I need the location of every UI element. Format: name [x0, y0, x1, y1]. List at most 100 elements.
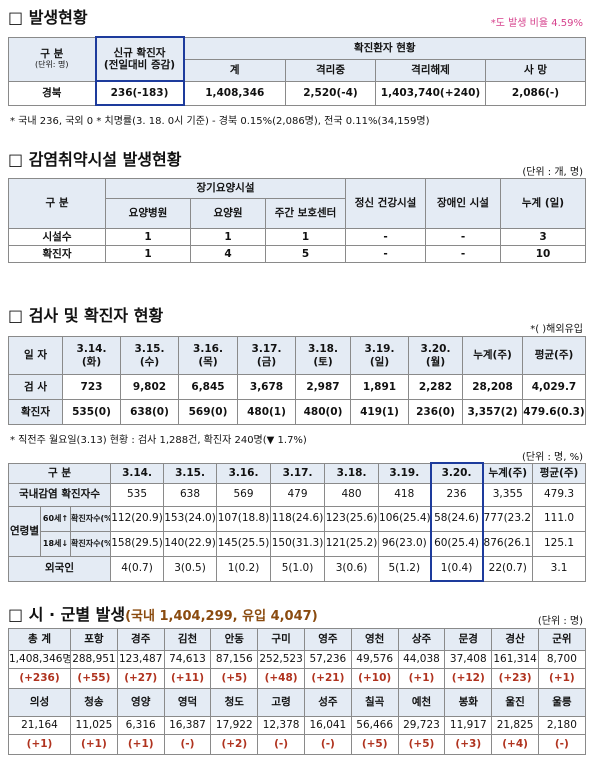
cell-text: 평균(주)	[539, 466, 579, 479]
cell-text: 영덕	[177, 696, 198, 709]
cell-text: 국내감염 확진자수	[19, 488, 100, 501]
cell-text: 3.16.	[228, 466, 259, 479]
header-cell: 3.15.	[163, 462, 218, 484]
data-cell: 1(0.2)	[216, 555, 272, 582]
data-cell: 419(1)	[350, 399, 409, 425]
cell-text: 1	[144, 247, 152, 260]
cell-text: 21,164	[21, 719, 58, 732]
data-cell: 21,825	[491, 716, 539, 735]
cell-text: 5(1.2)	[388, 562, 421, 575]
cell-text: 3(0.5)	[174, 562, 206, 575]
change-cell: (+23)	[491, 668, 539, 689]
data-cell: 6,316	[116, 716, 165, 735]
tbody: 일 자 3.14. (화) 3.15. (수) 3.16. (목) 3.17. (금) 3.18.…	[8, 336, 586, 425]
header-cell: 장애인 시설	[425, 178, 501, 229]
data-cell: 29,723	[397, 716, 446, 735]
cell-text: 123,487	[118, 653, 163, 666]
table-row: 구 분 장기요양시설 정신 건강시설 장애인 시설 누계 (일)	[8, 178, 586, 229]
cell-text: 1	[224, 230, 232, 243]
data-cell: 153(24.0)	[163, 505, 218, 532]
header-cell: 신규 확진자 (전일대비 증감)	[94, 36, 185, 82]
header-cell: 경주	[116, 628, 165, 651]
cell-text: 479	[287, 488, 308, 501]
cell-text: 21,825	[496, 719, 534, 732]
data-cell: 6,845	[178, 374, 238, 400]
header-cell: 정신 건강시설	[345, 178, 426, 229]
data-cell: 96(23.0)	[378, 530, 432, 557]
header-cell: 문경	[444, 628, 493, 651]
cell-text: 22(0.7)	[488, 562, 527, 575]
change-cell: (+1)	[116, 734, 165, 755]
cell-text: 외국인	[45, 562, 74, 575]
header-cell: 격리해제	[375, 58, 486, 82]
cell-text: 876(26.1)	[483, 537, 533, 550]
table-row: 검 사 723 9,802 6,845 3,678 2,987 1,891 2,282 28,2…	[8, 374, 586, 400]
data-cell: 118(24.6)	[270, 505, 326, 532]
cell-text: 236(0)	[416, 405, 455, 418]
table-row: 1,408,346명 288,951 123,487 74,613 87,156 252,…	[8, 650, 586, 669]
cell-text: (-)	[274, 738, 289, 751]
cell-text: 6,316	[125, 719, 156, 732]
cell-text: 주간 보호센터	[274, 207, 337, 220]
header-cell: 군위	[537, 628, 586, 651]
cell-text: (+5)	[408, 738, 435, 751]
cell-text: 3.16.	[193, 343, 223, 356]
cell-text: 3.15.	[134, 343, 165, 356]
change-cell: (-)	[537, 734, 586, 755]
cell-text: 총 계	[28, 633, 51, 646]
cell-text: 3.19.	[364, 343, 395, 356]
cell-text: 사 망	[524, 63, 547, 76]
cell-text: 안동	[224, 633, 244, 646]
data-cell: 123,487	[116, 650, 165, 669]
tbody: 구 분 (단위: 명) 신규 확진자 (전일대비 증감) 확진환자 현황 계 격리중 격리해제…	[8, 36, 586, 106]
cell-text: (+21)	[311, 672, 345, 685]
change-cell: (+11)	[163, 668, 212, 689]
header-cell: 청도	[210, 688, 259, 717]
cell-text: 구 분	[48, 466, 71, 479]
cell-text: 3.14.	[76, 343, 107, 356]
cell-text: 청도	[224, 696, 244, 709]
header-cell: 상주	[397, 628, 446, 651]
header-cell: 칠곡	[350, 688, 399, 717]
data-cell: 37,408	[444, 650, 493, 669]
cell-text: 17,922	[215, 719, 253, 732]
section-title: □ 검사 및 확진자 현황	[8, 306, 164, 325]
cell-text: 56,466	[356, 719, 394, 732]
cell-text: 9,802	[132, 380, 167, 393]
change-cell: (+1)	[537, 668, 586, 689]
cell-text: 5	[301, 247, 310, 260]
data-cell: 535	[110, 482, 165, 507]
table-row: 요양병원 요양원 주간 보호센터	[9, 198, 586, 229]
header-cell: 울릉	[537, 688, 586, 717]
data-cell: 경북	[8, 80, 96, 106]
header-cell: 구미	[257, 628, 305, 651]
cell-text: 28,208	[472, 380, 513, 393]
cell-text: 480(0)	[303, 405, 343, 418]
cell-text: -	[383, 247, 388, 260]
row-header: 18세↓	[40, 530, 71, 557]
data-cell: -	[345, 245, 426, 263]
cell-text: -	[383, 230, 388, 243]
data-cell: 58(24.6)	[429, 505, 484, 532]
data-cell: 1,408,346	[183, 80, 286, 106]
header-cell: 3.20. (월)	[408, 336, 463, 375]
cell-text: (+48)	[264, 672, 298, 685]
change-cell: (+21)	[303, 668, 352, 689]
cell-text: 김천	[177, 633, 198, 646]
cell-text: 요양원	[213, 207, 243, 220]
cell-text: 236	[446, 488, 467, 501]
cell-text: 107(18.8)	[217, 512, 270, 525]
data-cell: 1,408,346명	[8, 650, 71, 669]
data-cell: 150(31.3)	[270, 530, 326, 557]
data-cell: 2,086(-)	[485, 80, 586, 106]
cell-text: 288,951	[72, 653, 116, 666]
cell-text: (+12)	[451, 672, 485, 685]
cell-text: 장기요양시설	[196, 182, 255, 195]
cell-text: 2,520(-4)	[303, 86, 358, 99]
data-cell: 569	[216, 482, 272, 507]
header-cell: 고령	[257, 688, 305, 717]
cell-text: (+23)	[498, 672, 532, 685]
unit-note: (단위 : 명)	[537, 616, 583, 627]
cell-text: (+1)	[81, 738, 107, 751]
cell-text: (+1)	[408, 672, 435, 685]
